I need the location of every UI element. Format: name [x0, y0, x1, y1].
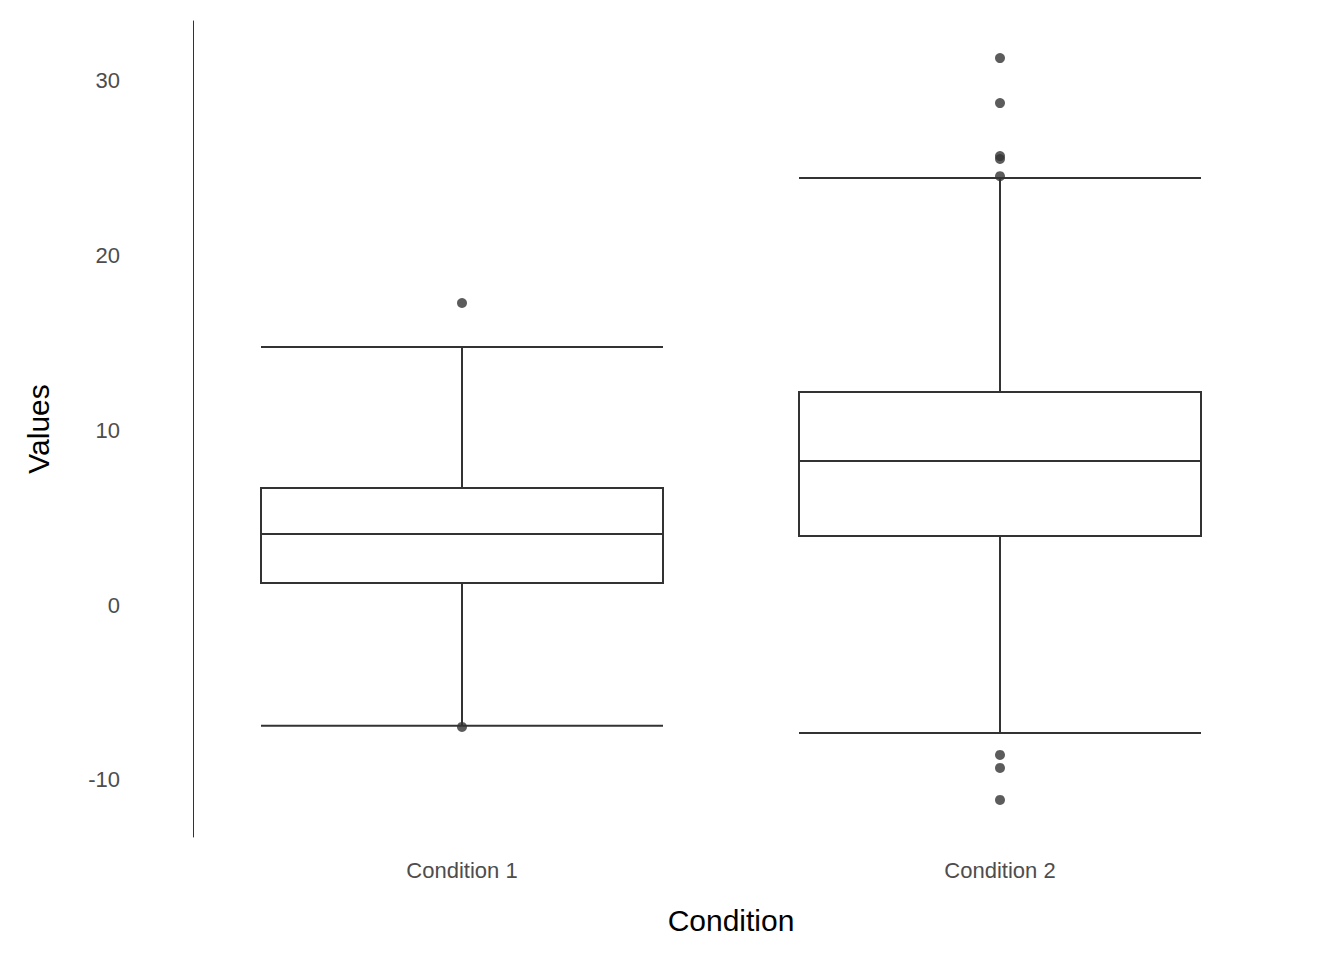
svg-text:Condition: Condition — [668, 904, 795, 937]
svg-text:30: 30 — [96, 68, 120, 93]
svg-text:10: 10 — [96, 418, 120, 443]
svg-text:Condition 2: Condition 2 — [944, 858, 1055, 883]
svg-text:Values: Values — [22, 384, 55, 474]
svg-text:-10: -10 — [88, 767, 120, 792]
svg-text:20: 20 — [96, 243, 120, 268]
svg-text:Condition 1: Condition 1 — [406, 858, 517, 883]
svg-text:0: 0 — [108, 593, 120, 618]
